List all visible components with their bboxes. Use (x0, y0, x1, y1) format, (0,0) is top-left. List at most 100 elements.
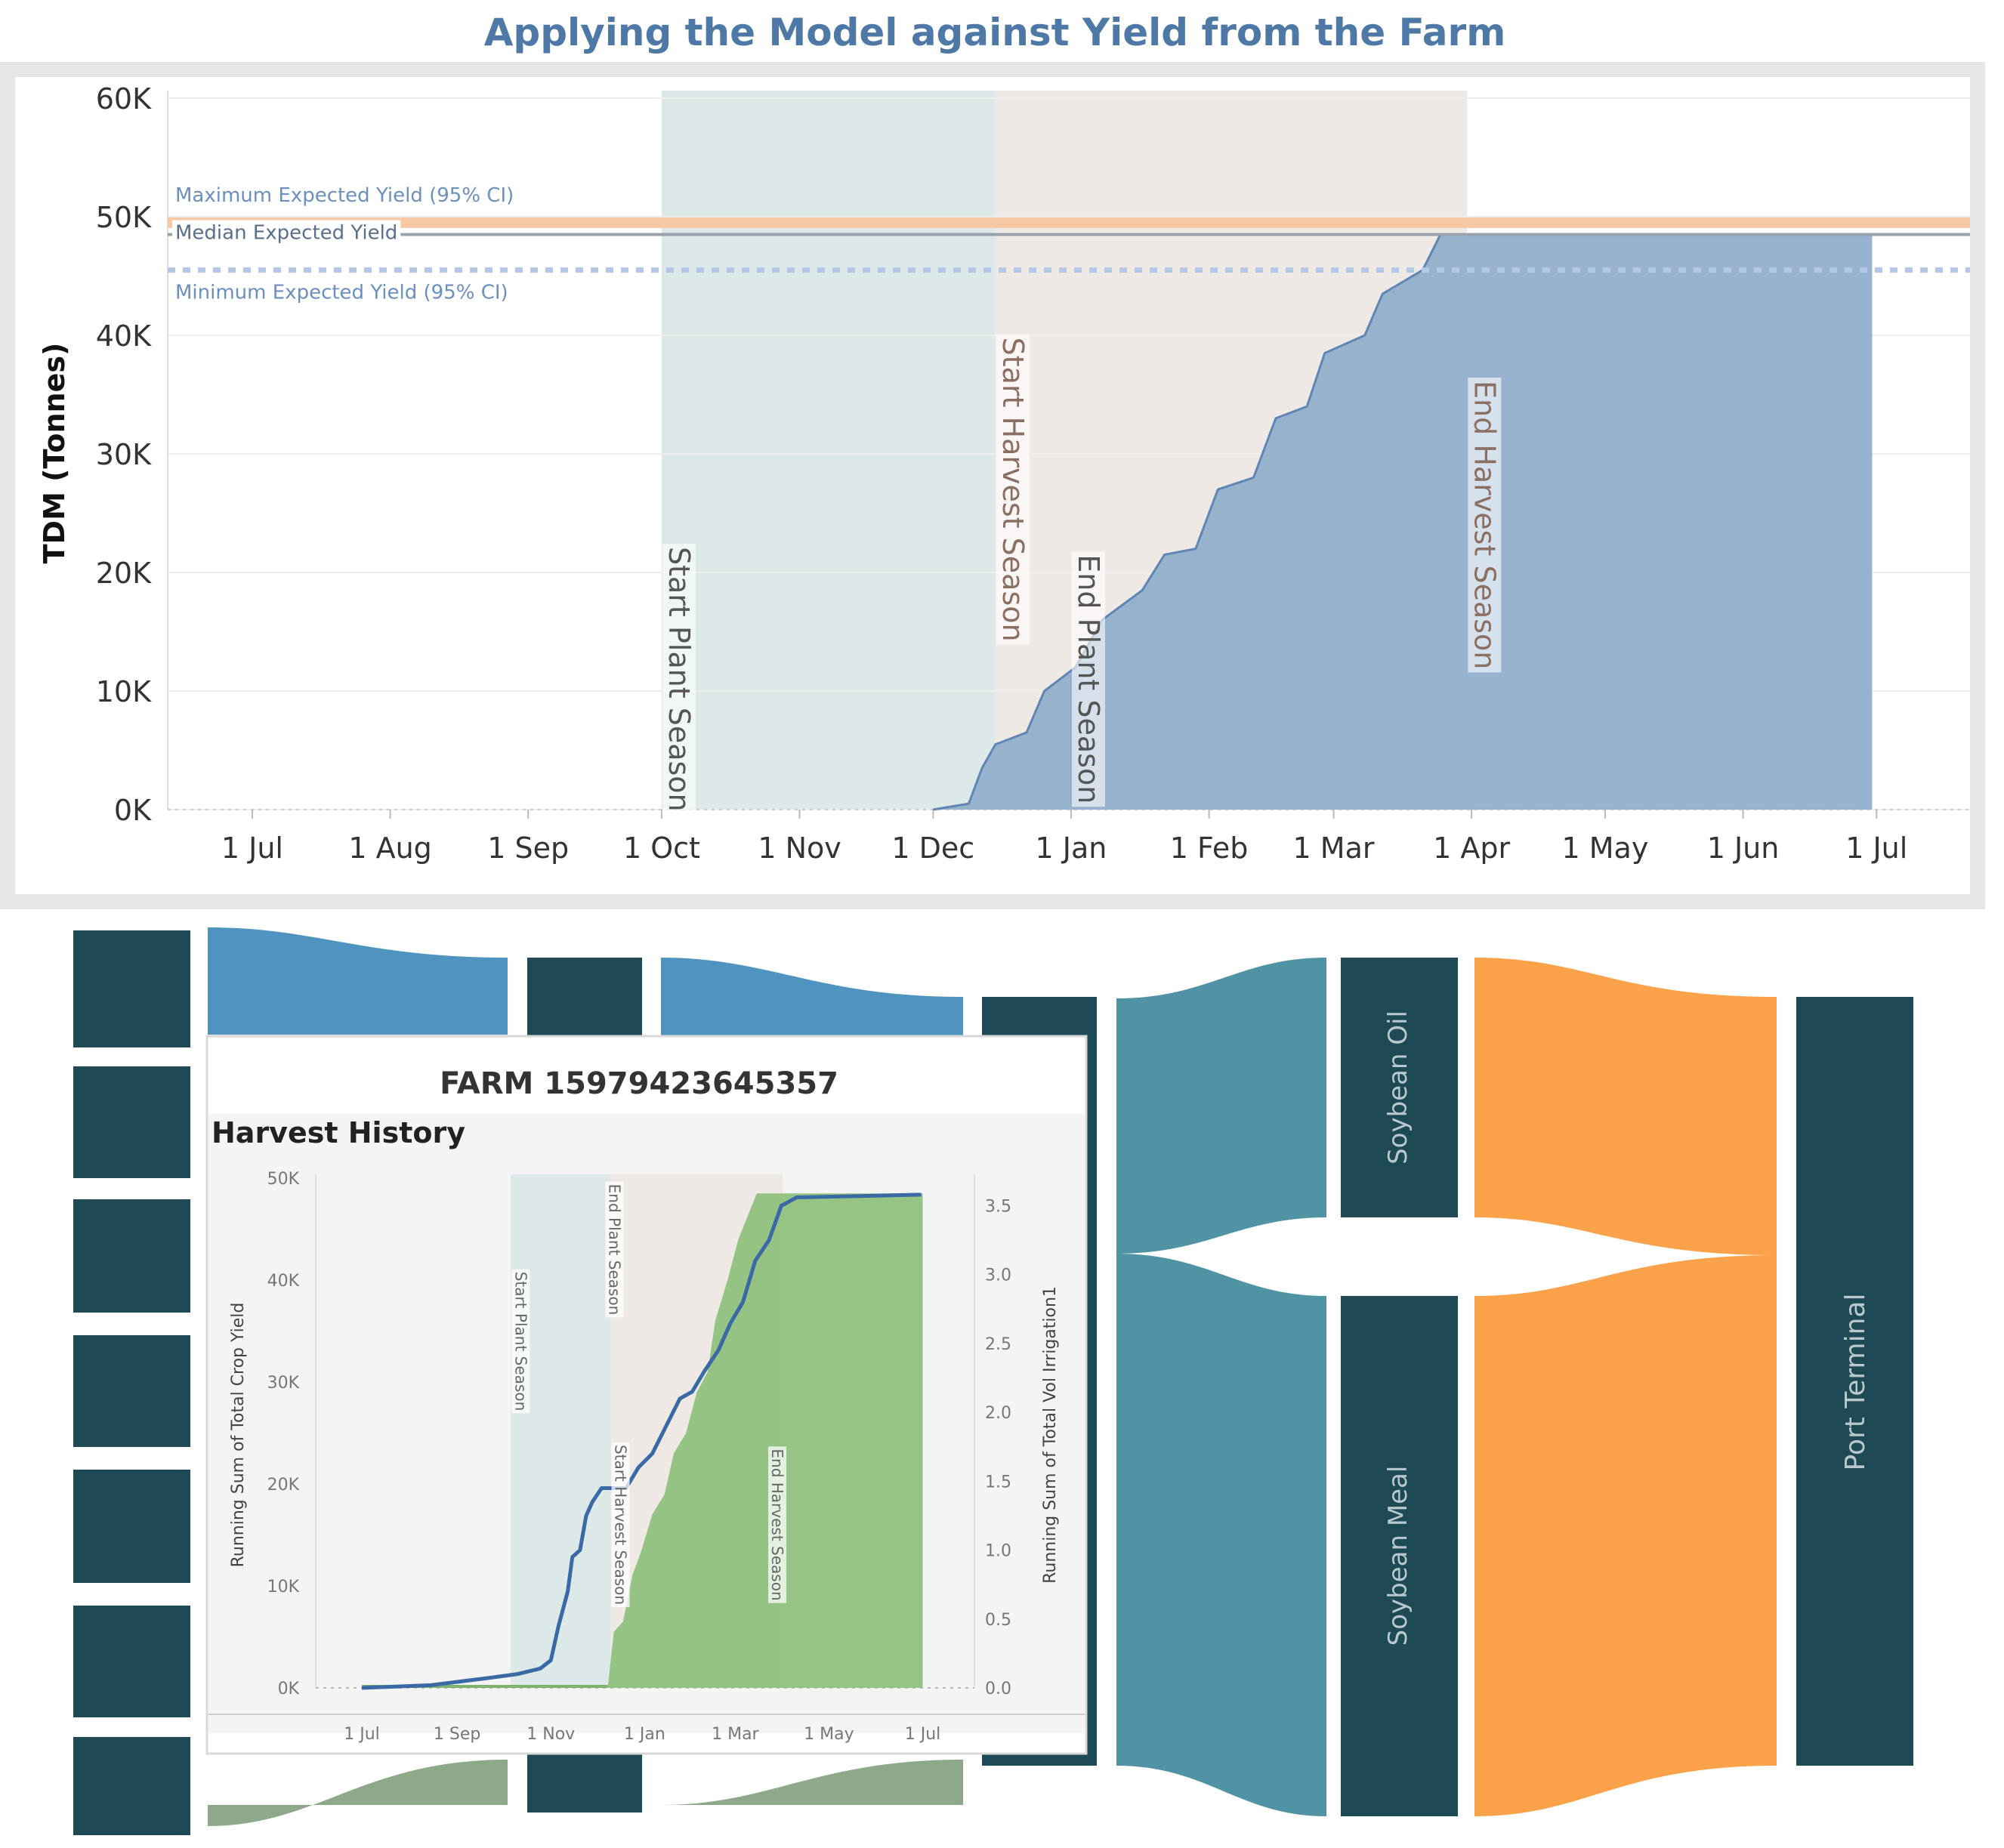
sankey-node-source-3[interactable] (73, 1199, 190, 1313)
sankey-flow-blue-2[interactable] (661, 958, 963, 1042)
y-tick-label: 0K (114, 794, 152, 827)
sankey-node-source-1[interactable] (73, 930, 190, 1047)
season-band-plant (661, 91, 996, 810)
season-marker-label: End Plant Season (1072, 554, 1105, 804)
sankey-diagram: Soybean Oil Soybean Meal Port Terminal (73, 927, 1913, 1835)
sankey-node-mid-top[interactable] (527, 958, 642, 1048)
inset-y-tick-label: 30K (267, 1374, 300, 1393)
inset-chart: 0K 10K 20K 30K 40K 50K 0.0 0.5 1.0 1.5 2.0 2.5 3.0 3.… (208, 1170, 1085, 1744)
season-marker-label: Start Harvest Season (996, 338, 1030, 642)
sankey-flow-teal-oil[interactable] (1116, 958, 1326, 1254)
sankey-flow-green-1[interactable] (208, 1760, 508, 1826)
inset-x-tick-label: 1 Jul (905, 1725, 941, 1744)
x-tick-label: 1 Feb (1170, 831, 1249, 865)
season-marker-bg (1071, 551, 1105, 807)
sankey-flow-teal-meal[interactable] (1116, 1254, 1326, 1816)
inset-x-tick-label: 1 Sep (434, 1725, 480, 1744)
sankey-node-source-6[interactable] (73, 1606, 190, 1717)
soybean-oil-label: Soybean Oil (1383, 1010, 1413, 1165)
reference-label-bg (172, 220, 401, 246)
sankey-node-source-2[interactable] (73, 1066, 190, 1178)
main-chart: 0K 10K 20K 30K 40K 50K 60K 1 Jul 1 Aug 1 Sep 1 Oct… (38, 82, 1970, 865)
y-tick-label: 40K (96, 319, 152, 353)
x-tick-label: 1 Oct (623, 831, 700, 865)
inset-x-tick-label: 1 Jan (624, 1725, 665, 1744)
inset-y2-tick-label: 0.0 (985, 1680, 1011, 1698)
x-tick-label: 1 Sep (487, 831, 569, 865)
x-tick-label: 1 Apr (1433, 831, 1510, 865)
x-tick-label: 1 Aug (348, 831, 431, 865)
inset-y2-tick-label: 1.0 (985, 1542, 1011, 1561)
yield-line (933, 233, 1873, 811)
inset-y2-tick-label: 3.5 (985, 1197, 1011, 1216)
season-marker-label: End Harvest Season (1468, 381, 1501, 669)
inset-y2-tick-label: 3.0 (985, 1266, 1011, 1285)
yield-area (933, 234, 1873, 810)
sankey-flow-blue-1[interactable] (208, 927, 508, 1035)
inset-y2-tick-label: 2.5 (985, 1335, 1011, 1354)
y-axis-title: TDM (Tonnes) (38, 343, 71, 564)
inset-season-marker-label: End Plant Season (605, 1184, 623, 1316)
reference-line-label: Minimum Expected Yield (95% CI) (175, 282, 508, 304)
x-tick-label: 1 May (1561, 831, 1648, 865)
sankey-node-source-5[interactable] (73, 1470, 190, 1583)
harvest-history-title: Harvest History (212, 1116, 465, 1149)
y-tick-label: 30K (96, 438, 152, 471)
sankey-node-port-terminal[interactable] (1796, 997, 1913, 1766)
sankey-node-mid-bottom[interactable] (527, 1752, 642, 1813)
inset-season-marker-bg (511, 1269, 530, 1414)
y-tick-label: 20K (96, 557, 152, 590)
inset-x-tick-label: 1 Jul (344, 1725, 380, 1744)
sankey-flow-orange-meal[interactable] (1474, 1255, 1777, 1816)
port-terminal-label: Port Terminal (1840, 1294, 1871, 1471)
inset-y-tick-label: 10K (267, 1578, 300, 1597)
inset-season-marker-label: Start Harvest Season (612, 1445, 630, 1605)
x-tick-label: 1 Jun (1707, 831, 1780, 865)
page-title: Applying the Model against Yield from th… (484, 11, 1506, 54)
inset-y2-tick-label: 1.5 (985, 1473, 1011, 1492)
inset-crop-yield-area (607, 1193, 923, 1688)
sankey-flow-orange-oil[interactable] (1474, 958, 1777, 1255)
inset-x-tick-label: 1 Nov (526, 1725, 575, 1744)
season-marker-bg (662, 543, 696, 815)
reference-line-label: Maximum Expected Yield (95% CI) (175, 184, 514, 207)
reference-line-label: Median Expected Yield (175, 222, 397, 245)
inset-irrigation-line (361, 1192, 922, 1690)
sankey-node-soybean-meal[interactable] (1341, 1296, 1458, 1816)
x-tick-label: 1 Jul (221, 831, 283, 865)
season-marker-label: Start Plant Season (662, 547, 696, 812)
x-tick-label: 1 Jan (1036, 831, 1107, 865)
inset-y2-tick-label: 0.5 (985, 1611, 1011, 1630)
inset-x-tick-label: 1 Mar (712, 1725, 759, 1744)
inset-season-marker-bg (605, 1181, 624, 1318)
inset-y-tick-label: 50K (267, 1170, 300, 1189)
inset-season-marker-bg (611, 1442, 630, 1608)
inset-season-marker-label: End Harvest Season (768, 1448, 786, 1600)
x-tick-label: 1 Dec (891, 831, 974, 865)
soybean-meal-label: Soybean Meal (1383, 1466, 1413, 1646)
inset-y2-axis-title: Running Sum of Total Vol Irrigation1 (1041, 1286, 1060, 1584)
inset-y-tick-label: 20K (267, 1476, 300, 1495)
sankey-node-source-4[interactable] (73, 1335, 190, 1447)
sankey-node-source-7[interactable] (73, 1737, 190, 1835)
y-tick-label: 10K (96, 675, 152, 708)
y-tick-label: 60K (96, 82, 152, 116)
y-tick-label: 50K (96, 201, 152, 234)
inset-season-marker-bg (768, 1446, 787, 1603)
inset-x-tick-label: 1 May (804, 1725, 854, 1744)
x-tick-label: 1 Jul (1845, 831, 1907, 865)
inset-season-marker-label: Start Plant Season (511, 1272, 530, 1411)
inset-y-tick-label: 40K (267, 1272, 300, 1291)
x-tick-label: 1 Nov (758, 831, 841, 865)
sankey-flow-green-2[interactable] (661, 1760, 963, 1805)
inset-season-band-plant (511, 1174, 611, 1688)
inset-y2-tick-label: 2.0 (985, 1404, 1011, 1423)
inset-y-axis-title: Running Sum of Total Crop Yield (229, 1303, 248, 1568)
inset-y-tick-label: 0K (278, 1680, 300, 1698)
farm-title: FARM 15979423645357 (440, 1066, 838, 1101)
sankey-node-soybean-oil[interactable] (1341, 958, 1458, 1217)
season-marker-bg (996, 334, 1030, 645)
x-tick-label: 1 Mar (1293, 831, 1375, 865)
season-marker-bg (1468, 378, 1502, 673)
